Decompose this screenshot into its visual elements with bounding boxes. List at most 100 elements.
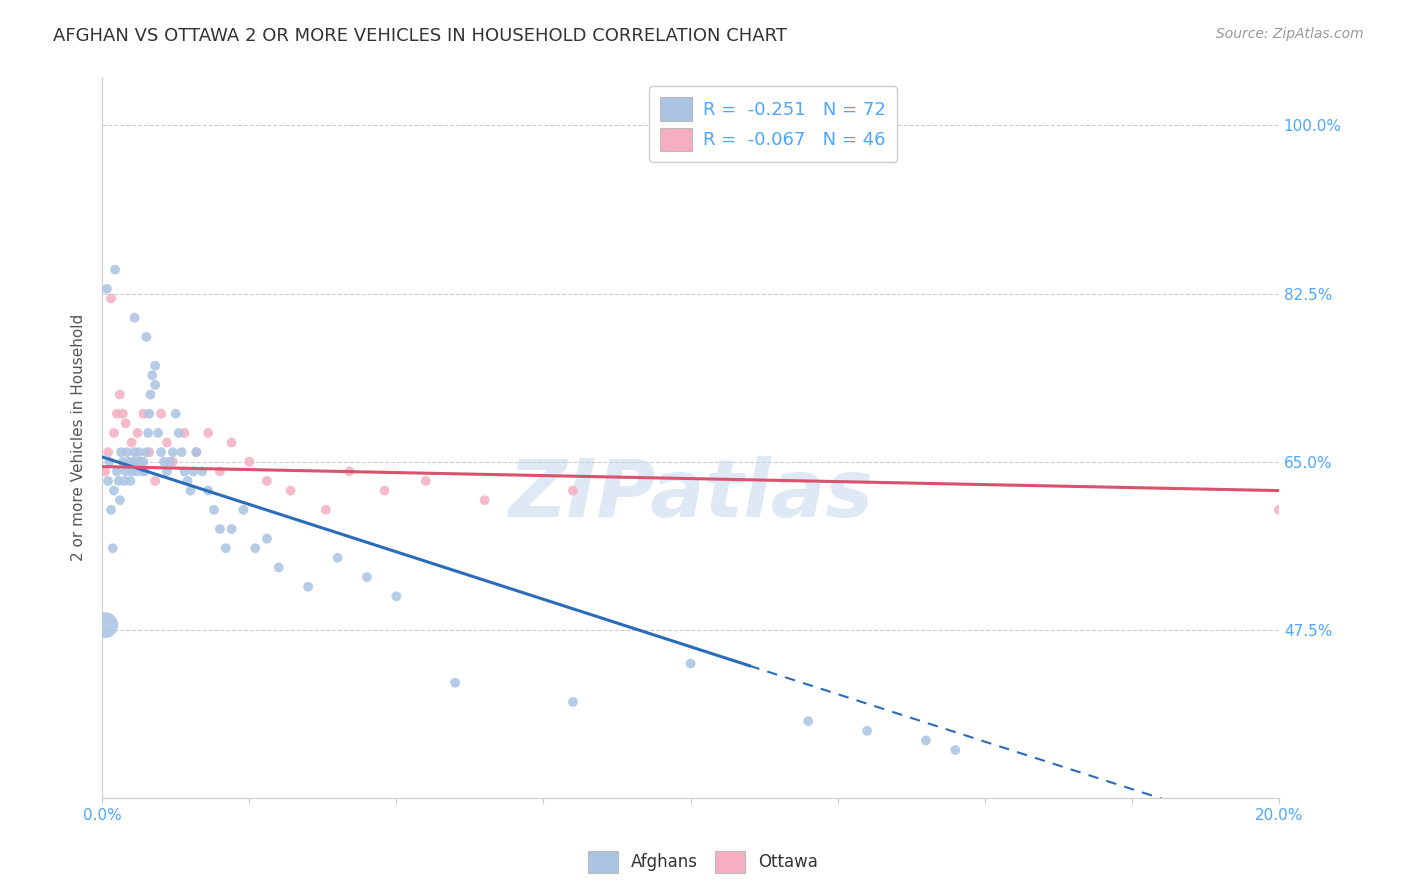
Text: AFGHAN VS OTTAWA 2 OR MORE VEHICLES IN HOUSEHOLD CORRELATION CHART: AFGHAN VS OTTAWA 2 OR MORE VEHICLES IN H…: [53, 27, 787, 45]
Point: [415, 474, 437, 488]
Point: [139, 387, 162, 401]
Legend: R =  -0.251   N = 72, R =  -0.067   N = 46: R = -0.251 N = 72, R = -0.067 N = 46: [650, 87, 897, 161]
Point: [256, 532, 278, 546]
Point: [104, 262, 127, 277]
Point: [943, 743, 966, 757]
Point: [186, 445, 208, 459]
Point: [315, 503, 337, 517]
Point: [561, 483, 583, 498]
Point: [208, 522, 231, 536]
Point: [138, 445, 160, 459]
Point: [94, 618, 117, 632]
Point: [156, 435, 179, 450]
Point: [856, 723, 879, 738]
Point: [150, 445, 173, 459]
Point: [221, 435, 243, 450]
Point: [243, 541, 266, 556]
Point: [103, 425, 125, 440]
Point: [167, 425, 190, 440]
Y-axis label: 2 or more Vehicles in Household: 2 or more Vehicles in Household: [72, 314, 86, 561]
Point: [138, 407, 160, 421]
Point: [114, 474, 136, 488]
Point: [385, 589, 408, 603]
Point: [101, 541, 124, 556]
Point: [100, 503, 122, 517]
Point: [165, 407, 187, 421]
Point: [474, 493, 496, 508]
Point: [173, 425, 195, 440]
Point: [159, 455, 181, 469]
Point: [136, 425, 159, 440]
Point: [105, 407, 128, 421]
Text: Source: ZipAtlas.com: Source: ZipAtlas.com: [1216, 27, 1364, 41]
Point: [105, 464, 128, 478]
Point: [132, 407, 155, 421]
Point: [679, 657, 702, 671]
Point: [108, 387, 131, 401]
Point: [96, 282, 118, 296]
Point: [131, 464, 153, 478]
Point: [127, 455, 149, 469]
Point: [297, 580, 319, 594]
Point: [1268, 503, 1291, 517]
Point: [186, 445, 208, 459]
Legend: Afghans, Ottawa: Afghans, Ottawa: [581, 845, 825, 880]
Point: [256, 474, 278, 488]
Point: [127, 425, 149, 440]
Point: [118, 455, 141, 469]
Point: [141, 368, 163, 383]
Point: [444, 675, 467, 690]
Point: [143, 359, 166, 373]
Point: [125, 464, 148, 478]
Point: [561, 695, 583, 709]
Point: [121, 455, 143, 469]
Point: [103, 483, 125, 498]
Point: [202, 503, 225, 517]
Point: [162, 445, 184, 459]
Point: [162, 455, 184, 469]
Point: [124, 445, 146, 459]
Point: [107, 474, 129, 488]
Point: [183, 464, 205, 478]
Point: [280, 483, 302, 498]
Point: [121, 435, 143, 450]
Point: [173, 464, 195, 478]
Point: [111, 407, 134, 421]
Point: [100, 292, 122, 306]
Point: [238, 455, 260, 469]
Point: [108, 493, 131, 508]
Point: [120, 474, 142, 488]
Point: [128, 445, 150, 459]
Text: ZIPatlas: ZIPatlas: [508, 457, 873, 534]
Point: [179, 483, 201, 498]
Point: [197, 483, 219, 498]
Point: [143, 474, 166, 488]
Point: [337, 464, 360, 478]
Point: [176, 474, 198, 488]
Point: [115, 445, 138, 459]
Point: [197, 425, 219, 440]
Point: [232, 503, 254, 517]
Point: [146, 425, 169, 440]
Point: [915, 733, 938, 747]
Point: [153, 455, 176, 469]
Point: [121, 464, 143, 478]
Point: [215, 541, 238, 556]
Point: [267, 560, 290, 574]
Point: [114, 464, 136, 478]
Point: [797, 714, 820, 729]
Point: [208, 464, 231, 478]
Point: [221, 522, 243, 536]
Point: [134, 464, 156, 478]
Point: [124, 310, 146, 325]
Point: [356, 570, 378, 584]
Point: [150, 407, 173, 421]
Point: [156, 464, 179, 478]
Point: [129, 455, 152, 469]
Point: [98, 455, 121, 469]
Point: [110, 445, 132, 459]
Point: [135, 330, 157, 344]
Point: [374, 483, 396, 498]
Point: [326, 550, 349, 565]
Point: [111, 455, 134, 469]
